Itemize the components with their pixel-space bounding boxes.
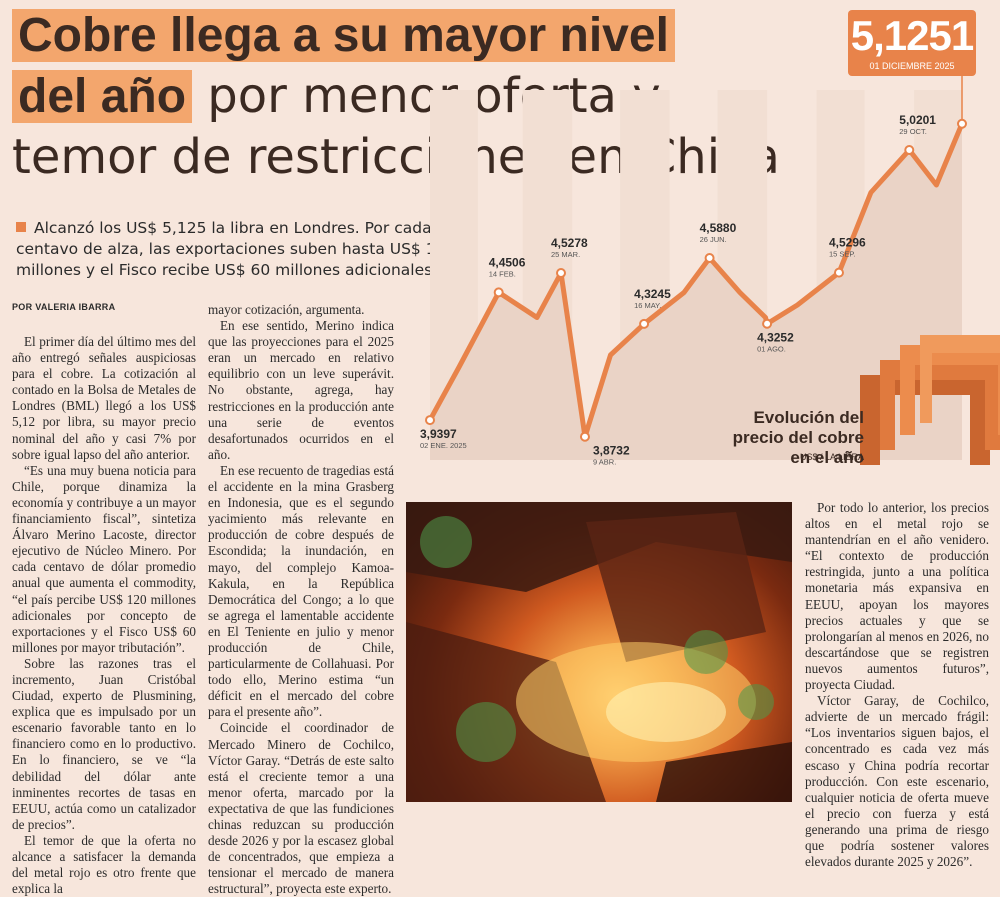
data-point-marker [704,253,715,263]
data-label-value: 5,0201 [899,113,936,127]
data-point-marker [493,287,504,298]
paragraph: Víctor Garay, de Cochilco, advierte de u… [805,693,989,870]
data-label-date: 15 SEP. [829,250,856,259]
paragraph: Por todo lo anterior, los precios altos … [805,500,989,693]
data-label-value: 4,4506 [489,255,526,269]
chart-unit: US$ / LA LIBRA [799,452,864,462]
chart-area-fill [430,123,962,460]
paragraph: “Es una muy buena noticia para Chile, po… [12,462,196,655]
data-label-date: 26 JUN. [700,235,727,244]
data-label-value: 4,5278 [551,236,588,250]
paragraph: El temor de que la oferta no alcance a s… [12,832,196,897]
price-badge-date: 01 DICIEMBRE 2025 [869,61,955,71]
headline-line-1: Cobre llega a su mayor nivel [12,6,812,66]
data-label-date: 14 FEB. [489,269,516,278]
data-point-marker [639,318,650,329]
copper-blocks-illustration [860,335,1000,465]
data-label-date: 16 MAY. [634,301,661,310]
paragraph: Sobre las razones tras el incremento, Ju… [12,655,196,832]
copper-smelting-photo [406,502,792,802]
price-badge-value: 5,1251 [850,12,974,59]
data-point-marker [425,415,435,426]
data-point-marker [833,267,844,278]
data-point-marker [904,144,915,155]
paragraph: El primer día del último mes del año ent… [12,334,196,462]
paragraph: mayor cotización, argumenta. [208,302,365,317]
byline: POR VALERIA IBARRA [12,302,116,312]
data-label-value: 4,5296 [829,236,866,250]
data-point-marker [579,431,590,442]
paragraph: En ese recuento de tragedias está el acc… [208,462,394,720]
paragraph: Coincide el coordinador de Mercado Miner… [208,720,394,897]
data-label-date: 25 MAR. [551,250,580,259]
data-label-value: 4,3245 [634,287,671,301]
data-label-date: 29 OCT. [899,127,927,136]
lead-paragraph: Alcanzó los US$ 5,125 la libra en Londre… [16,218,466,281]
data-label-value: 3,9397 [420,427,457,441]
price-badge: 5,1251 01 DICIEMBRE 2025 [848,10,976,76]
data-label-date: 02 ENE. 2025 [420,441,467,450]
article-column-3: Por todo lo anterior, los precios altos … [805,500,989,870]
data-label-value: 4,3252 [757,331,794,345]
lead-text: Alcanzó los US$ 5,125 la libra en Londre… [16,219,456,279]
data-label-date: 01 AGO. [757,345,786,354]
data-label-value: 4,5880 [700,221,737,235]
headline-bold-1: Cobre llega a su mayor nivel [12,9,675,62]
article-column-1: El primer día del último mes del año ent… [12,334,196,897]
data-label-date: 9 ABR. [593,458,616,467]
article-column-2: mayor cotización, argumenta. En ese sent… [208,302,394,897]
data-point-marker [556,268,567,279]
headline-bold-2: del año [12,70,193,123]
bullet-square-icon [16,222,26,232]
data-label-value: 3,8732 [593,444,630,458]
data-point-marker [762,318,773,329]
photo-illustration [406,502,792,802]
data-point-marker-final [957,118,967,129]
paragraph: En ese sentido, Merino indica que las pr… [208,318,394,462]
chart-title: Evolución del precio del cobre en el año [732,408,864,467]
